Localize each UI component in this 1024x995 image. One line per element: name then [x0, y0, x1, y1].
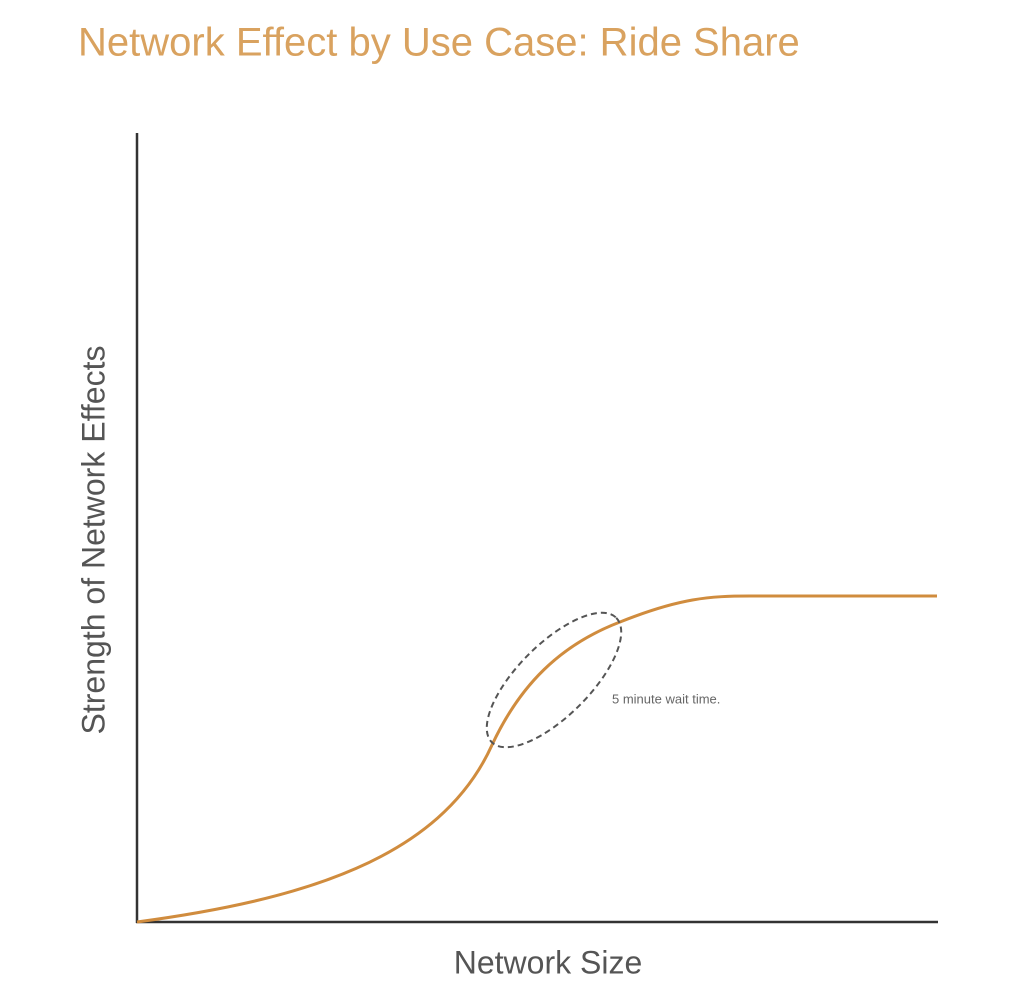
y-axis-label: Strength of Network Effects: [75, 346, 111, 735]
annotation: 5 minute wait time.: [612, 691, 720, 706]
highlight-ellipse: [485, 611, 623, 749]
x-axis-label: Network Size: [454, 944, 643, 980]
s-curve: [136, 594, 937, 924]
title: Network Effect by Use Case: Ride Share: [78, 21, 800, 65]
